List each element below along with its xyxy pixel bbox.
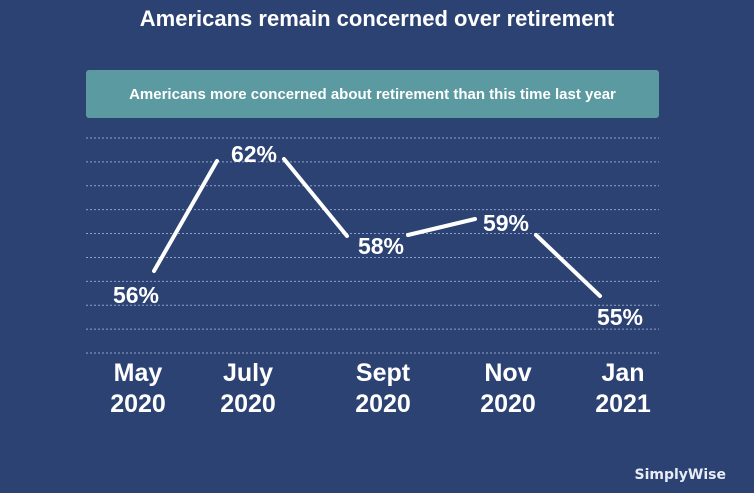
x-tick-year: 2021 [595,390,651,418]
x-tick-year: 2020 [480,390,536,418]
x-tick-label-1: May 2020 [78,358,198,420]
series-line-segment-1 [152,159,219,273]
x-tick-year: 2020 [220,390,276,418]
x-tick-label-3: Sept 2020 [323,358,443,420]
x-tick-month: Sept [355,359,411,387]
x-tick-year: 2020 [110,390,166,418]
x-tick-month: July [222,359,274,387]
x-tick-month: May [113,359,163,387]
series-line-segment-4 [534,233,602,298]
data-label-4: 59% [483,210,529,236]
series-line-segment-2 [282,157,349,238]
chart-subtitle: Americans more concerned about retiremen… [129,85,616,103]
x-tick-label-2: July 2020 [188,358,308,420]
series-line-segment-3 [406,217,477,237]
x-tick-label-4: Nov 2020 [448,358,568,420]
data-label-2: 62% [231,141,277,167]
data-label-1: 56% [113,282,159,308]
brand-logo-text: SimplyWise [634,467,727,483]
x-tick-year: 2020 [355,390,411,418]
x-tick-label-5: Jan 2021 [563,358,683,420]
x-tick-month: Nov [484,359,532,387]
chart-subtitle-banner: Americans more concerned about retiremen… [86,70,659,118]
x-tick-month: Jan [601,359,645,387]
data-label-3: 58% [358,233,404,259]
data-label-5: 55% [597,304,643,330]
chart-title: Americans remain concerned over retireme… [139,6,615,31]
